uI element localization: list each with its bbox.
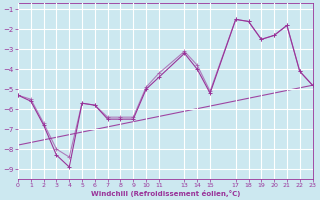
X-axis label: Windchill (Refroidissement éolien,°C): Windchill (Refroidissement éolien,°C) [91,190,240,197]
